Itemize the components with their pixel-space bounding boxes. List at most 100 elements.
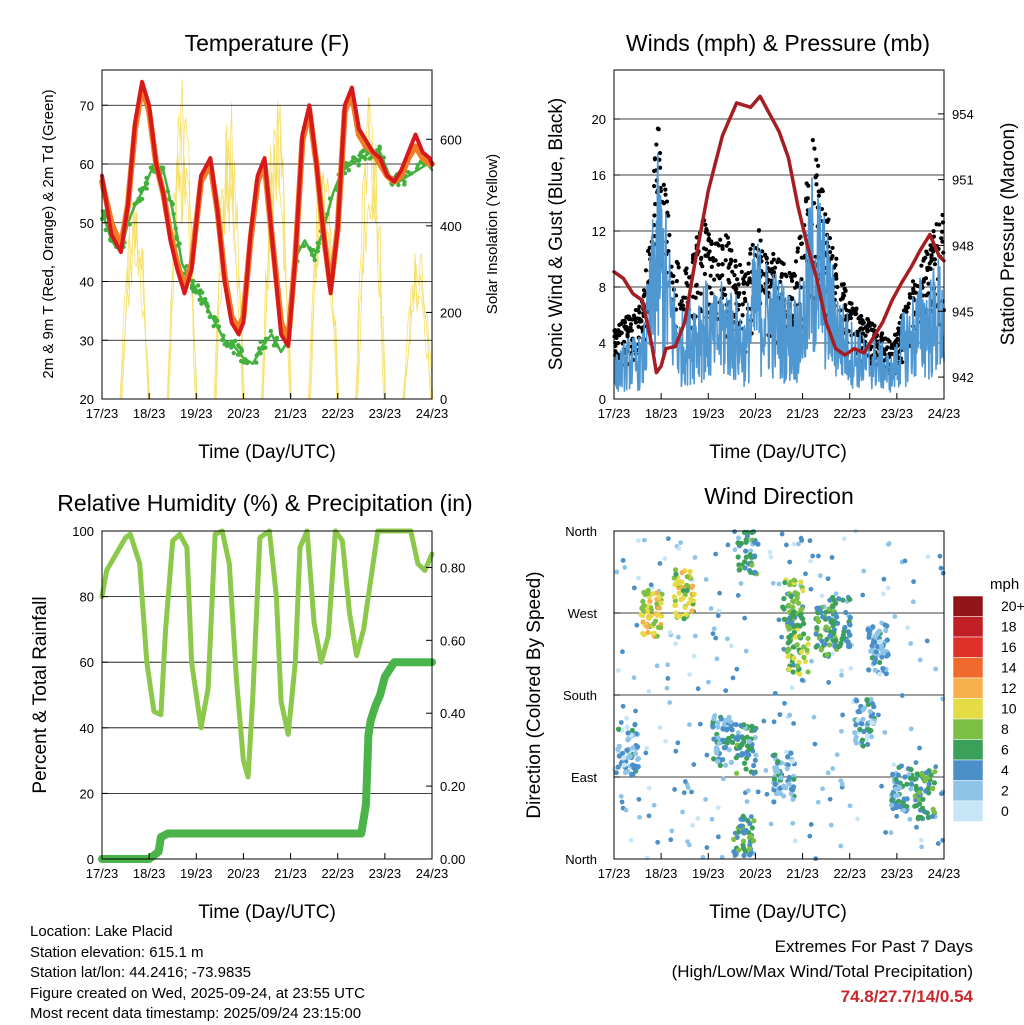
gust-point	[720, 273, 725, 278]
gust-point	[664, 199, 670, 204]
direction-point	[912, 776, 918, 782]
gust-point	[815, 163, 821, 168]
direction-point	[770, 580, 776, 586]
location-text: Location: Lake Placid	[30, 923, 173, 940]
gust-point	[921, 256, 927, 261]
direction-point	[830, 766, 836, 771]
direction-point	[872, 634, 878, 640]
direction-point	[802, 658, 809, 665]
direction-point	[715, 805, 721, 811]
humidity-line	[99, 528, 435, 780]
gust-point	[940, 239, 945, 244]
gust-point	[716, 262, 721, 267]
direction-point	[820, 786, 825, 792]
direction-point	[868, 734, 875, 740]
dewpoint-point	[216, 324, 222, 329]
y-tick-label: 30	[80, 333, 94, 348]
direction-point	[908, 766, 914, 773]
gust-point	[628, 322, 634, 327]
direction-point	[739, 742, 745, 748]
direction-point	[723, 688, 729, 694]
direction-point	[790, 613, 796, 619]
x-tick-label: 18/23	[645, 866, 678, 881]
gust-point	[911, 286, 916, 292]
direction-point	[732, 547, 738, 553]
direction-point	[673, 571, 679, 577]
dewpoint-point	[199, 301, 204, 306]
direction-point	[795, 600, 802, 606]
direction-point	[750, 770, 757, 776]
direction-point	[656, 594, 663, 600]
gust-point	[841, 282, 846, 287]
gust-point	[932, 262, 938, 267]
direction-point	[810, 553, 816, 559]
direction-point	[741, 760, 748, 766]
direction-point	[618, 793, 624, 799]
y2-tick-label: 400	[440, 219, 462, 234]
direction-point	[690, 598, 696, 604]
gust-point	[661, 182, 666, 187]
direction-point	[840, 712, 846, 718]
dewpoint-point	[236, 343, 241, 348]
direction-point	[789, 685, 795, 691]
direction-point	[781, 646, 787, 652]
gust-point	[768, 284, 773, 289]
direction-point	[852, 730, 858, 736]
direction-point	[751, 818, 757, 824]
x-tick-label: 24/23	[416, 406, 449, 421]
x-tick-label: 17/23	[86, 406, 119, 421]
humidity-y-label: Percent & Total Rainfall	[30, 596, 51, 793]
direction-point	[860, 743, 866, 749]
direction-point	[799, 649, 805, 655]
direction-point	[655, 839, 661, 845]
direction-point	[673, 748, 679, 754]
legend-label: 20+	[1001, 598, 1024, 614]
dewpoint-point	[346, 168, 352, 173]
y2-tick-label: 600	[440, 132, 462, 147]
direction-point	[772, 765, 778, 771]
humidity-y-ticks: 0 20 40 60 80 100	[72, 524, 108, 867]
y-tick-label: 8	[599, 280, 606, 295]
gust-point	[789, 278, 795, 284]
winds-y-ticks: 0 4 8 12 16 20	[592, 112, 620, 407]
direction-point	[917, 745, 922, 751]
direction-point	[651, 621, 657, 627]
direction-point	[724, 726, 730, 732]
direction-point	[619, 799, 625, 805]
gust-point	[674, 279, 679, 284]
dewpoint-point	[408, 171, 414, 176]
direction-point	[798, 535, 804, 541]
gust-point	[694, 282, 699, 287]
gust-point	[919, 263, 924, 268]
gust-point	[779, 272, 785, 277]
direction-point	[811, 714, 817, 720]
direction-point	[683, 611, 689, 617]
direction-point	[839, 672, 844, 678]
direction-point	[904, 796, 910, 802]
x-tick-label: 21/23	[786, 406, 819, 421]
direction-point	[747, 846, 753, 852]
direction-point	[663, 738, 668, 744]
direction-point	[675, 634, 681, 640]
direction-point	[864, 697, 870, 703]
direction-point	[840, 597, 846, 603]
direction-point	[743, 750, 750, 756]
gust-point	[833, 262, 838, 268]
y-tick-label: 20	[80, 786, 94, 801]
gust-point	[657, 165, 663, 170]
direction-point	[808, 558, 813, 564]
direction-point	[797, 633, 803, 639]
gust-point	[675, 261, 680, 266]
direction-point	[616, 743, 622, 749]
dewpoint-point	[274, 343, 280, 348]
y2-tick-label: 200	[440, 305, 462, 320]
winds-x-ticks: 17/23 18/23 19/23 20/23 21/23 22/23 23/23 24/23	[598, 393, 960, 421]
solar-insolation-line	[355, 97, 385, 400]
direction-point	[749, 562, 755, 568]
direction-point	[904, 781, 910, 787]
direction-point	[868, 648, 874, 654]
direction-point	[614, 569, 620, 575]
dewpoint-point	[175, 243, 181, 248]
gust-point	[720, 244, 725, 249]
